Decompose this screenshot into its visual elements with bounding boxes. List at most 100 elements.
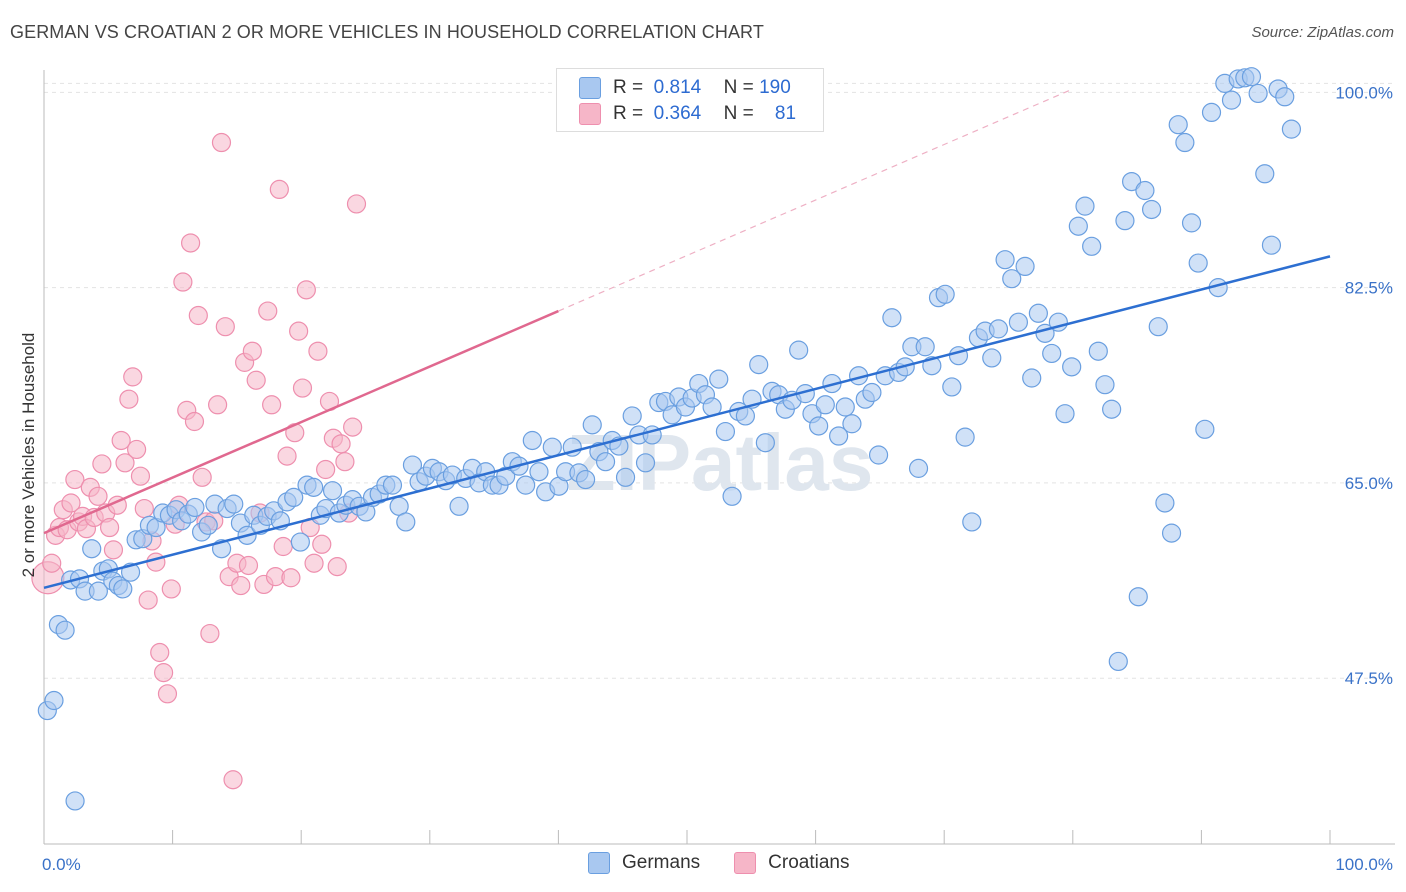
croatians-point [119, 389, 139, 409]
germans-point [1128, 587, 1148, 607]
legend-n-label: N = [723, 103, 754, 124]
germans-point [88, 581, 108, 601]
germans-point [962, 512, 982, 532]
germans-point [1088, 341, 1108, 361]
germans-point [1042, 343, 1062, 364]
series-legend: Germans Croatians [588, 852, 883, 874]
germans-point [284, 487, 304, 508]
germans-point [582, 415, 602, 435]
croatians-point [42, 553, 62, 573]
germans-point [1108, 651, 1128, 672]
germans-point [1028, 303, 1048, 323]
croatians-point [289, 321, 309, 341]
croatians-point [327, 556, 347, 577]
germans-point [809, 416, 829, 436]
croatians-point [331, 434, 351, 454]
legend-r-label: R = [613, 77, 644, 98]
germans-point [382, 475, 403, 495]
germans-point [915, 337, 935, 357]
croatians-point [134, 498, 154, 519]
germans-point [522, 430, 542, 451]
legend-n-value-croatians: 81 [774, 103, 797, 124]
germans-point [1221, 90, 1242, 110]
germans-point [1201, 102, 1222, 123]
croatians-point [223, 770, 243, 790]
germans-point [1062, 357, 1082, 377]
germans-point [1115, 211, 1135, 231]
germans-point [882, 308, 902, 328]
germans-point [709, 369, 729, 389]
legend-r-value-germans: 0.814 [653, 77, 702, 98]
croatians-point [292, 378, 313, 398]
germans-point [185, 497, 205, 518]
croatians-point [173, 272, 193, 292]
germans-point [835, 397, 855, 417]
croatians-point [123, 367, 143, 387]
germans-point [65, 791, 85, 811]
germans-point [1135, 180, 1155, 201]
croatians-point [231, 575, 251, 596]
croatians-point [126, 439, 147, 460]
legend-n-value-germans: 190 [759, 77, 791, 98]
germans-point [55, 620, 75, 640]
croatians-point [115, 453, 135, 473]
croatians-point [103, 540, 124, 560]
chart-title: GERMAN VS CROATIAN 2 OR MORE VEHICLES IN… [10, 22, 764, 42]
croatians-point [242, 341, 262, 361]
croatians-point [111, 430, 131, 451]
germans-point [815, 395, 835, 415]
croatians-point [281, 568, 301, 588]
croatians-point [346, 194, 367, 214]
germans-point [1095, 375, 1115, 395]
germans-point [995, 250, 1015, 270]
croatians-point [273, 536, 293, 557]
croatians-point [157, 684, 178, 704]
source-label: Source: ZipAtlas.com [1251, 24, 1394, 41]
legend-swatch-germans [588, 852, 610, 874]
legend-row-germans: R = 0.814 N = 190 [579, 75, 791, 101]
legend-swatch-croatians [734, 852, 757, 874]
croatians-point [65, 469, 85, 490]
legend-row-croatians: R = 0.364 N = 81 [579, 101, 796, 127]
legend-n-label: N = [723, 77, 754, 98]
croatians-point [335, 452, 355, 472]
croatians-point [153, 663, 174, 683]
croatians-point [296, 280, 316, 300]
germans-point [396, 512, 416, 532]
germans-point [304, 477, 324, 497]
croatians-trend-line [43, 309, 559, 535]
croatians-point [269, 179, 289, 200]
germans-point [749, 355, 769, 375]
germans-point [1255, 164, 1275, 184]
croatians-point [192, 467, 212, 487]
germans-point [942, 377, 962, 397]
germans-point [44, 690, 64, 711]
germans-point [988, 319, 1009, 339]
germans-point [224, 494, 244, 514]
y-axis-label: 2 or more Vehicles in Household [19, 333, 38, 578]
germans-point [908, 458, 929, 478]
germans-point [1068, 216, 1088, 236]
germans-point [82, 539, 102, 559]
croatians-point [200, 623, 220, 644]
germans-point [113, 579, 133, 599]
germans-point [982, 348, 1002, 368]
croatians-point [184, 411, 205, 432]
germans-point [516, 475, 536, 495]
croatians-point [246, 370, 266, 390]
croatians-point [146, 552, 166, 572]
croatians-point [161, 579, 181, 599]
germans-point [862, 382, 882, 403]
legend-item-croatians[interactable]: Croatians [734, 852, 849, 874]
croatians-point [211, 132, 232, 153]
y-tick-label: 65.0% [1345, 474, 1393, 493]
germans-point [449, 496, 469, 516]
croatians-point [316, 459, 336, 480]
croatians-point [308, 341, 328, 361]
legend-item-germans[interactable]: Germans [588, 852, 700, 874]
germans-point [290, 532, 310, 552]
germans-point [1022, 368, 1042, 388]
croatians-trend-extension [558, 88, 1074, 312]
trend-lines [43, 88, 1331, 590]
